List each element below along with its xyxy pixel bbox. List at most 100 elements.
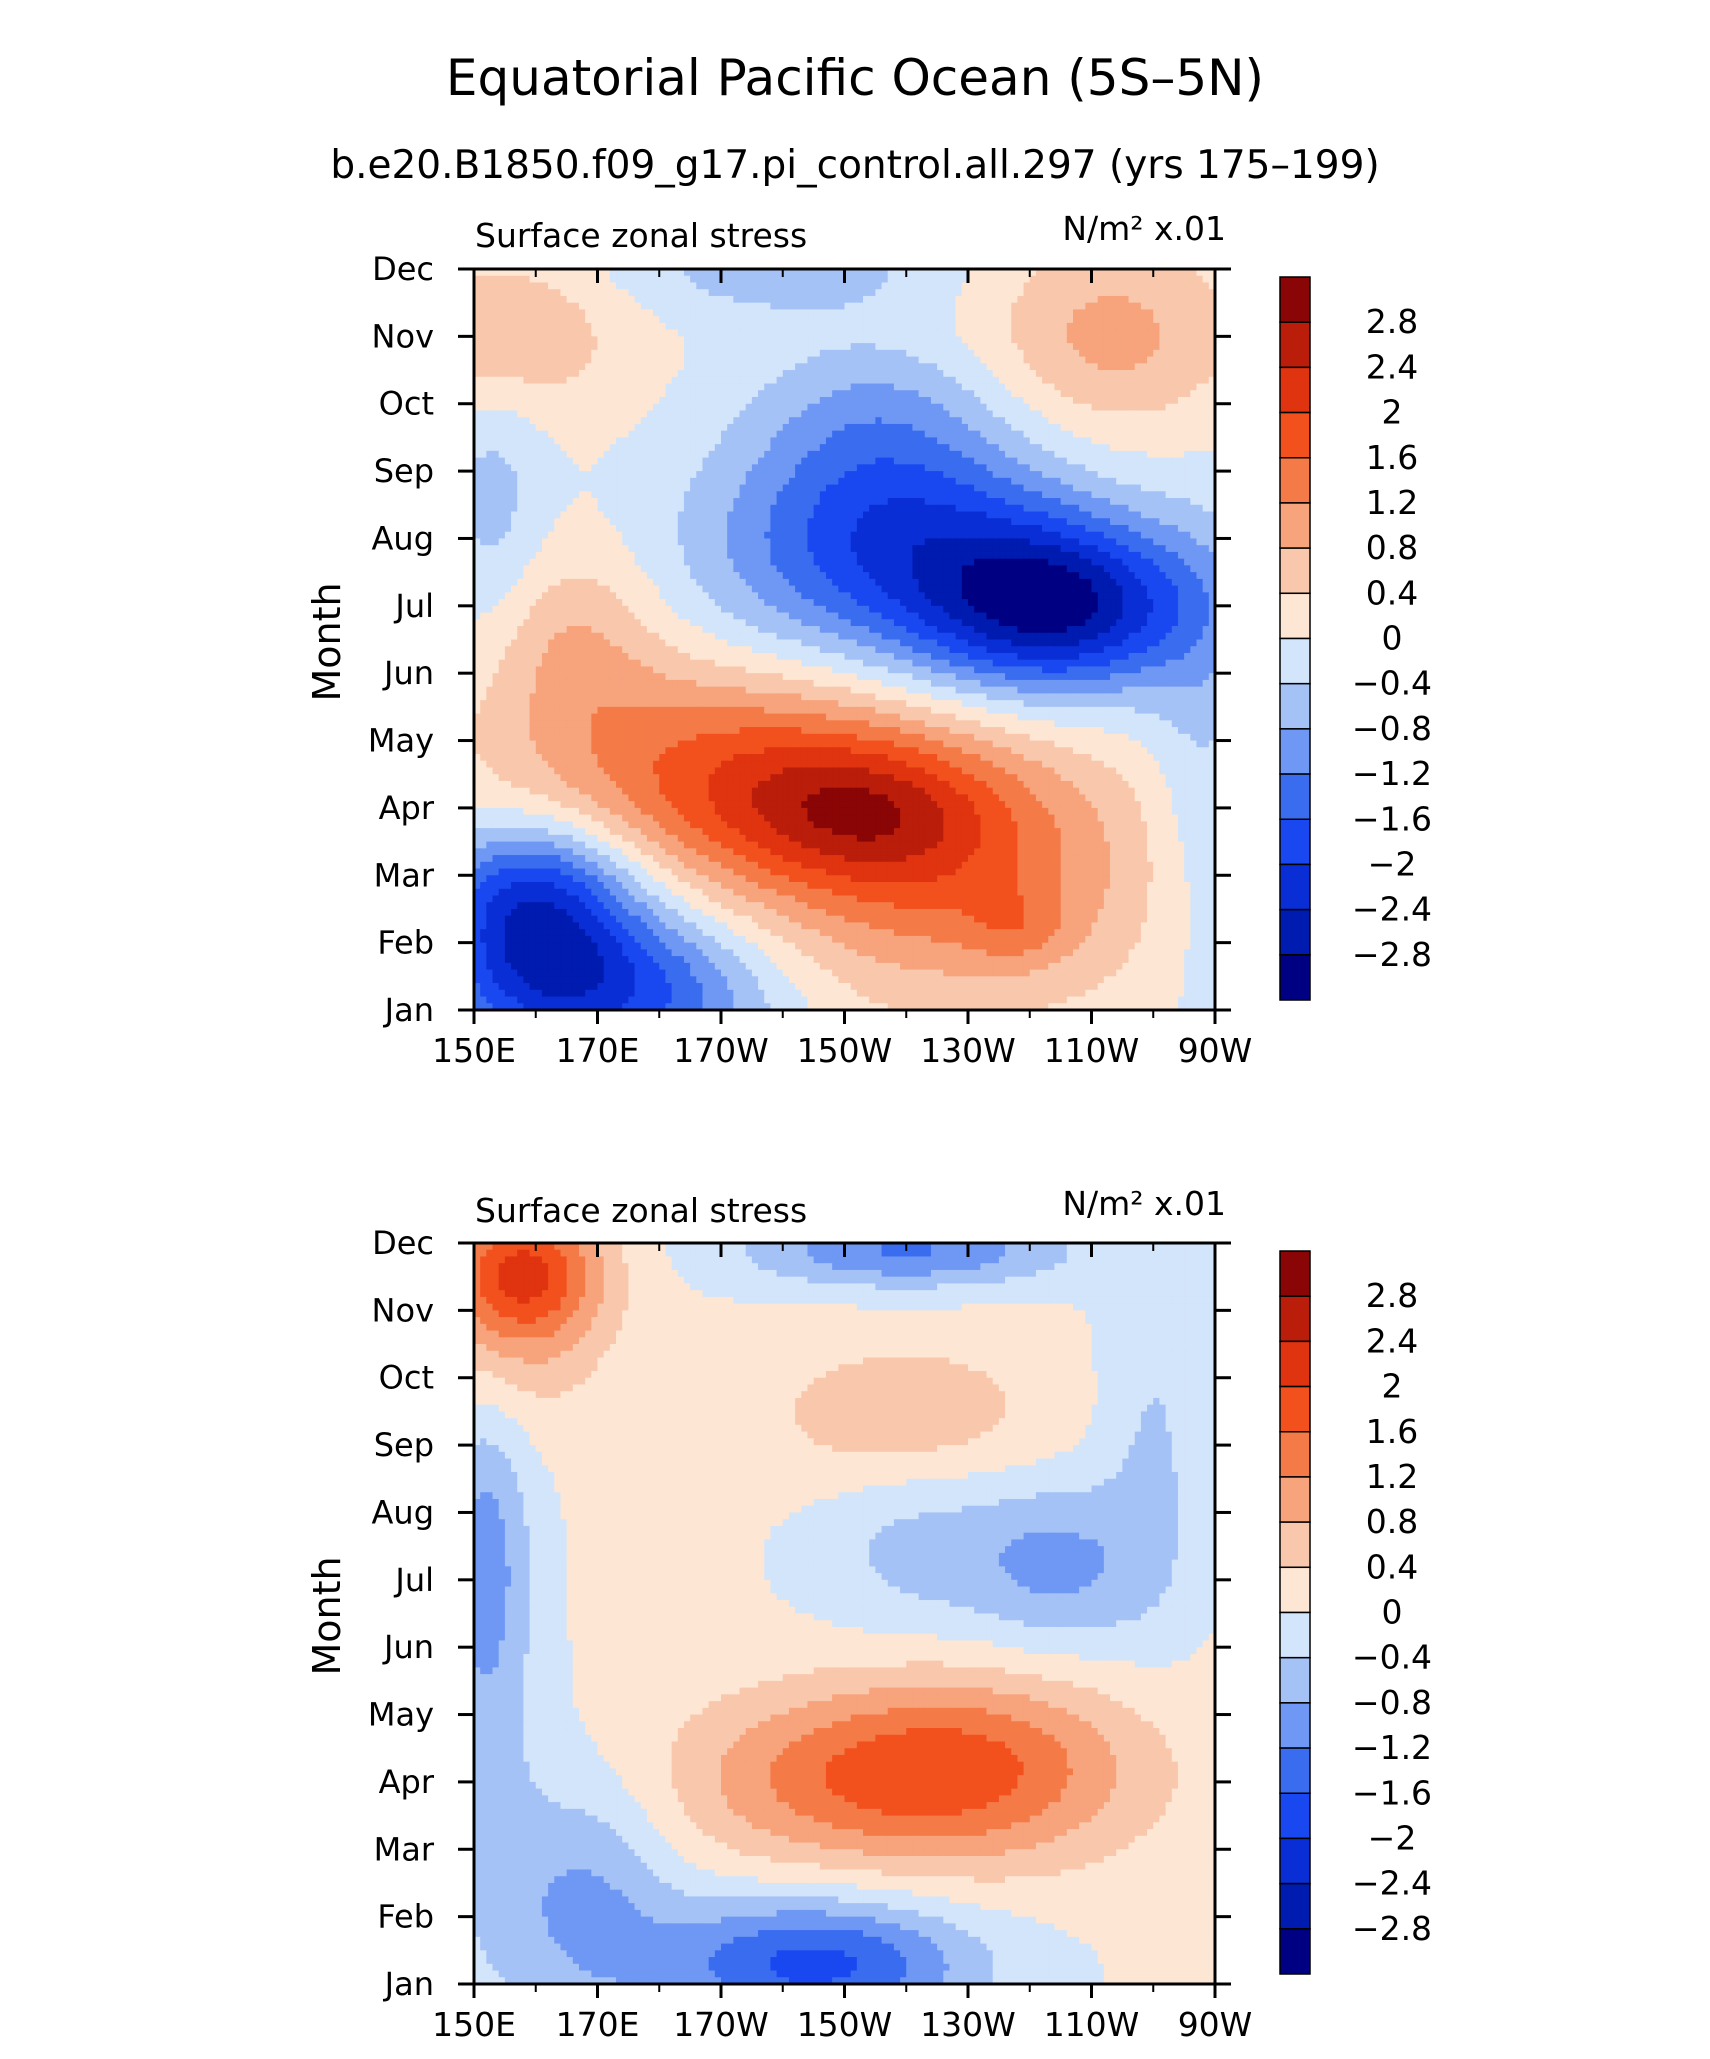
contour-cell (1153, 363, 1160, 370)
contour-cell (1116, 350, 1123, 357)
contour-cell (900, 538, 907, 545)
contour-cell (560, 424, 567, 431)
contour-cell (542, 397, 549, 404)
contour-cell (1005, 444, 1012, 451)
contour-cell (591, 538, 598, 545)
contour-cell (1190, 343, 1197, 350)
contour-cell (956, 384, 963, 391)
contour-cell (919, 384, 926, 391)
contour-cell (499, 410, 506, 417)
contour-cell (641, 458, 648, 465)
contour-cell (962, 336, 969, 343)
contour-cell (560, 417, 567, 424)
contour-cell (826, 464, 833, 471)
contour-cell (783, 431, 790, 438)
contour-cell (845, 330, 852, 337)
contour-cell (733, 478, 740, 485)
contour-cell (869, 289, 876, 296)
contour-cell (585, 303, 592, 310)
contour-cell (610, 458, 617, 465)
contour-cell (1073, 444, 1080, 451)
contour-cell (1122, 384, 1129, 391)
contour-cell (622, 357, 629, 364)
contour-cell (980, 491, 987, 498)
contour-cell (499, 397, 506, 404)
contour-cell (1017, 309, 1024, 316)
contour-cell (1030, 464, 1037, 471)
contour-cell (993, 437, 1000, 444)
contour-cell (980, 485, 987, 492)
contour-cell (1203, 471, 1210, 478)
contour-cell (690, 485, 697, 492)
contour-cell (807, 505, 814, 512)
contour-cell (925, 377, 932, 384)
contour-cell (857, 437, 864, 444)
contour-cell (999, 417, 1006, 424)
contour-cell (1178, 330, 1185, 337)
contour-cell (523, 309, 530, 316)
contour-cell (1036, 343, 1043, 350)
contour-cell (974, 343, 981, 350)
contour-cell (789, 471, 796, 478)
contour-cell (752, 404, 759, 411)
contour-cell (968, 303, 975, 310)
contour-cell (560, 532, 567, 539)
contour-cell (1036, 350, 1043, 357)
contour-cell (1129, 377, 1136, 384)
contour-cell (1036, 377, 1043, 384)
contour-cell (1190, 282, 1197, 289)
contour-cell (1116, 343, 1123, 350)
contour-cell (635, 282, 642, 289)
contour-cell (1178, 357, 1185, 364)
contour-cell (493, 498, 500, 505)
contour-cell (1054, 485, 1061, 492)
contour-cell (702, 323, 709, 330)
contour-cell (783, 397, 790, 404)
contour-cell (1048, 357, 1055, 364)
contour-cell (665, 343, 672, 350)
contour-cell (1048, 505, 1055, 512)
contour-cell (807, 404, 814, 411)
contour-cell (511, 296, 518, 303)
contour-cell (1196, 478, 1203, 485)
contour-cell (665, 505, 672, 512)
contour-cell (807, 431, 814, 438)
contour-cell (1184, 424, 1191, 431)
contour-cell (869, 491, 876, 498)
contour-cell (604, 370, 611, 377)
contour-cell (777, 336, 784, 343)
contour-cell (733, 471, 740, 478)
contour-cell (505, 276, 512, 283)
contour-cell (1141, 451, 1148, 458)
contour-cell (968, 410, 975, 417)
contour-cell (826, 404, 833, 411)
contour-cell (1122, 350, 1129, 357)
contour-cell (1073, 485, 1080, 492)
contour-cell (696, 363, 703, 370)
contour-cell (1036, 437, 1043, 444)
contour-cell (1024, 357, 1031, 364)
contour-cell (628, 316, 635, 323)
contour-cell (690, 370, 697, 377)
contour-cell (505, 309, 512, 316)
contour-cell (1110, 525, 1117, 532)
contour-cell (530, 350, 537, 357)
contour-cell (1011, 417, 1018, 424)
contour-cell (628, 370, 635, 377)
contour-cell (894, 404, 901, 411)
contour-cell (591, 417, 598, 424)
contour-cell (795, 296, 802, 303)
contour-cell (499, 491, 506, 498)
contour-cell (684, 444, 691, 451)
contour-cell (863, 363, 870, 370)
contour-cell (604, 384, 611, 391)
contour-cell (925, 451, 932, 458)
contour-cell (604, 357, 611, 364)
contour-cell (616, 276, 623, 283)
contour-cell (1153, 431, 1160, 438)
contour-cell (912, 451, 919, 458)
contour-cell (696, 410, 703, 417)
contour-cell (573, 538, 580, 545)
contour-cell (974, 397, 981, 404)
contour-cell (783, 390, 790, 397)
